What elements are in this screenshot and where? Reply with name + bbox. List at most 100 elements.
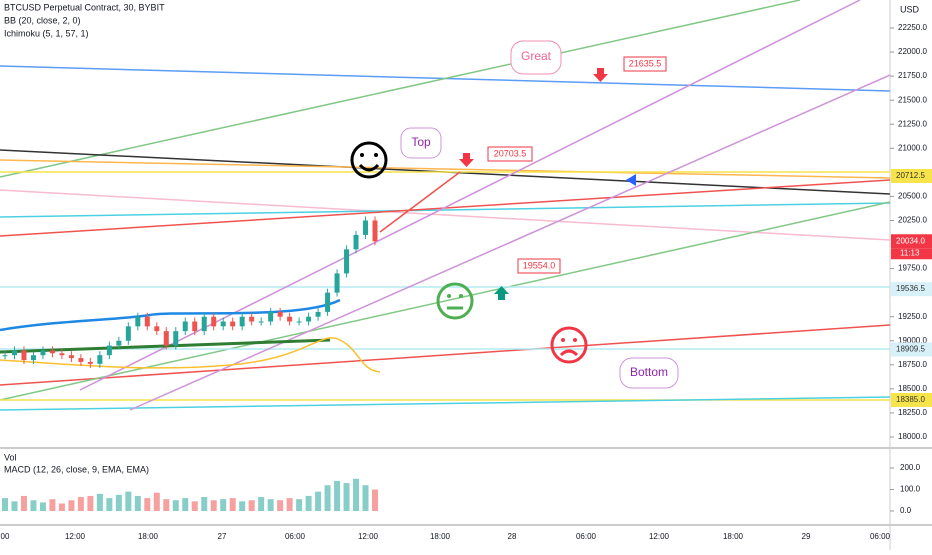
volume-bar — [49, 499, 56, 511]
candle — [2, 355, 8, 357]
price-tag — [891, 342, 932, 357]
y-tick-label: 18750.0 — [898, 360, 927, 369]
y-tick-label: 19750.0 — [898, 264, 927, 273]
candle — [211, 316, 217, 327]
candle — [49, 350, 55, 354]
volume-bar — [144, 498, 151, 511]
volume-bar — [334, 480, 341, 511]
volume-bar — [30, 500, 37, 511]
price-tag-label: 19536.5 — [896, 284, 925, 293]
y-tick-label: 19250.0 — [898, 312, 927, 321]
y-tick-label: 20250.0 — [898, 216, 927, 225]
candle — [135, 316, 141, 327]
candle — [59, 353, 65, 356]
candle — [306, 316, 312, 322]
candle — [277, 311, 283, 317]
candle — [182, 321, 188, 332]
vol-tick-label: 0.0 — [900, 506, 912, 515]
y-tick-label: 19000.0 — [898, 336, 927, 345]
price-tag-label: 20034.0 — [896, 236, 925, 245]
price-note: 20703.5 — [494, 148, 527, 158]
candle — [230, 321, 236, 327]
candle — [325, 292, 331, 312]
x-tick-label: 18:00 — [723, 532, 744, 541]
candle — [334, 273, 340, 293]
volume-bar — [343, 483, 350, 511]
x-tick-label: 12:00 — [65, 532, 86, 541]
candle — [116, 340, 122, 346]
header: Ichimoku (5, 1, 57, 1) — [4, 28, 89, 38]
volume-bar — [372, 489, 378, 511]
volume-bar — [305, 495, 312, 511]
price-note: 21635.5 — [629, 58, 662, 68]
candle — [315, 311, 321, 317]
volume-bar — [258, 497, 265, 511]
volume-bar — [286, 498, 293, 511]
volume-bar — [362, 485, 369, 511]
candle — [144, 316, 150, 327]
y-tick-label: 21000.0 — [898, 143, 927, 152]
x-tick-label: 00 — [1, 532, 10, 541]
y-tick-label: 20500.0 — [898, 192, 927, 201]
candle — [78, 358, 84, 362]
volume-bar — [182, 498, 189, 511]
x-tick-label: 12:00 — [358, 532, 379, 541]
volume-bar — [20, 495, 27, 511]
candle — [125, 326, 131, 341]
x-tick-label: 18:00 — [430, 532, 451, 541]
candle — [30, 355, 36, 361]
price-tag-label: 20712.5 — [896, 171, 925, 180]
callout-text: Top — [411, 135, 431, 149]
volume-bar — [315, 491, 322, 511]
callout-text: Bottom — [630, 365, 668, 379]
x-tick-label: 27 — [218, 532, 227, 541]
callout-text: Great — [521, 49, 552, 63]
candle — [249, 316, 255, 322]
candle — [296, 321, 302, 323]
vol-tick-label: 100.0 — [900, 485, 921, 494]
price-tag — [891, 234, 932, 249]
volume-bar — [172, 500, 179, 511]
arrows — [459, 68, 636, 300]
candle — [201, 316, 207, 332]
volume-bar — [324, 485, 331, 511]
volume-bar — [201, 497, 208, 511]
volume-bar — [296, 499, 303, 511]
price-tag — [891, 282, 932, 297]
price-tag — [891, 168, 932, 183]
candle — [40, 350, 46, 356]
header: BTCUSD Perpetual Contract, 30, BYBIT — [4, 2, 165, 12]
y-tick-label: 18250.0 — [898, 408, 927, 417]
volume-bar — [239, 501, 246, 511]
volume-bar — [220, 499, 227, 511]
volume-bar — [106, 498, 113, 511]
candle — [173, 331, 179, 346]
candle — [87, 361, 93, 364]
volume-bar — [58, 503, 65, 511]
y-tick-label: 21500.0 — [898, 95, 927, 104]
volume-bar — [229, 498, 236, 511]
volume-bar — [77, 497, 84, 511]
y-tick-label: 18000.0 — [898, 432, 927, 441]
volume-bar — [96, 493, 103, 511]
volume-bar — [191, 501, 198, 511]
trend-lines — [0, 0, 891, 411]
volume-bar — [153, 492, 160, 511]
price-tag — [891, 248, 932, 260]
x-tick-label: 29 — [802, 532, 811, 541]
volume-bar — [2, 498, 8, 511]
candle — [344, 249, 350, 274]
currency: USD — [900, 4, 920, 14]
candle — [268, 311, 274, 322]
header: BB (20, close, 2, 0) — [4, 15, 81, 25]
candle — [21, 350, 27, 361]
candle — [372, 220, 378, 242]
candle — [287, 316, 293, 322]
volume-bar — [134, 495, 141, 511]
y-tick-label: 22000.0 — [898, 47, 927, 56]
callouts — [400, 40, 679, 389]
volume-bar — [68, 500, 75, 511]
volume-bar — [11, 501, 18, 511]
volume-bar — [210, 500, 217, 511]
